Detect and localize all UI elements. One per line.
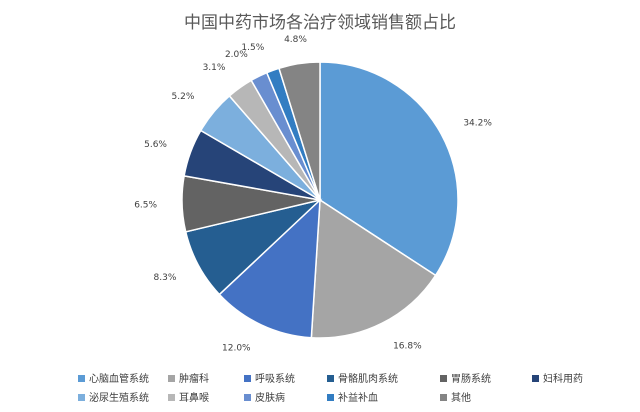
data-label-1: 34.2% bbox=[463, 118, 492, 128]
legend-item-5: 胃肠系统 bbox=[440, 372, 491, 385]
legend-swatch bbox=[532, 375, 539, 382]
legend-swatch bbox=[78, 394, 85, 401]
legend-label: 呼吸系统 bbox=[255, 372, 295, 385]
legend-label: 皮肤病 bbox=[255, 391, 285, 404]
pie-slices bbox=[181, 61, 459, 339]
legend-label: 骨骼肌肉系统 bbox=[338, 372, 398, 385]
legend-item-11: 其他 bbox=[440, 391, 471, 404]
legend-item-6: 妇科用药 bbox=[532, 372, 583, 385]
data-label-3: 12.0% bbox=[222, 343, 251, 353]
pie-slice-3 bbox=[218, 198, 321, 339]
data-label-2: 16.8% bbox=[393, 342, 422, 352]
legend-label: 肿瘤科 bbox=[179, 372, 209, 385]
legend-label: 其他 bbox=[451, 391, 471, 404]
legend-swatch bbox=[168, 375, 175, 382]
data-label-9: 2.0% bbox=[225, 50, 248, 60]
legend-label: 妇科用药 bbox=[543, 372, 583, 385]
legend-item-3: 呼吸系统 bbox=[244, 372, 295, 385]
data-label-7: 5.2% bbox=[172, 92, 195, 102]
data-label-5: 6.5% bbox=[134, 201, 157, 211]
data-label-8: 3.1% bbox=[203, 63, 226, 73]
legend-item-1: 心脑血管系统 bbox=[78, 372, 149, 385]
legend-swatch bbox=[327, 394, 334, 401]
pie-slice-11 bbox=[278, 61, 321, 201]
legend-item-7: 泌尿生殖系统 bbox=[78, 391, 149, 404]
legend-swatch bbox=[440, 375, 447, 382]
legend-item-9: 皮肤病 bbox=[244, 391, 285, 404]
legend-label: 心脑血管系统 bbox=[89, 372, 149, 385]
pie-data-labels: 34.2% 16.8% 12.0% 8.3% 6.5% 5.6% 5.2% 3.1% 2.0%1… bbox=[134, 35, 492, 354]
legend-label: 胃肠系统 bbox=[451, 372, 491, 385]
legend-swatch bbox=[327, 375, 334, 382]
legend-swatch bbox=[244, 394, 251, 401]
legend-swatch bbox=[168, 394, 175, 401]
legend-swatch bbox=[244, 375, 251, 382]
legend-label: 泌尿生殖系统 bbox=[89, 391, 149, 404]
legend-swatch bbox=[78, 375, 85, 382]
chart-title: 中国中药市场各治疗领域销售额占比 bbox=[184, 13, 456, 33]
data-label-6: 5.6% bbox=[144, 140, 167, 150]
legend-label: 耳鼻喉 bbox=[179, 391, 209, 404]
legend-item-8: 耳鼻喉 bbox=[168, 391, 209, 404]
data-label-10: 1.5% bbox=[241, 43, 264, 53]
legend-label: 补益补血 bbox=[338, 391, 378, 404]
legend-swatch bbox=[440, 394, 447, 401]
data-label-4: 8.3% bbox=[154, 273, 177, 283]
legend-item-10: 补益补血 bbox=[327, 391, 378, 404]
legend-item-2: 肿瘤科 bbox=[168, 372, 209, 385]
data-label-11: 4.8% bbox=[284, 35, 307, 45]
legend-item-4: 骨骼肌肉系统 bbox=[327, 372, 398, 385]
pie-slice-2 bbox=[310, 198, 437, 339]
